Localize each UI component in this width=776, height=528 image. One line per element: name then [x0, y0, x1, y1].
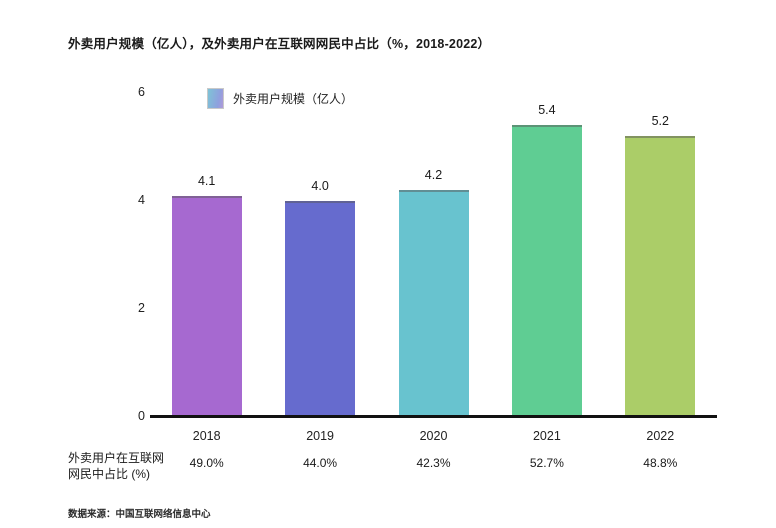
- y-tick-4: 4: [138, 193, 145, 207]
- percent-value-2022: 48.8%: [643, 456, 678, 470]
- bar-value-2018: 4.1: [197, 173, 216, 188]
- percent-row-label-line2: 网民中占比 (%): [68, 467, 150, 481]
- bar-2021: [511, 125, 582, 417]
- bar-value-2019: 4.0: [311, 179, 329, 193]
- bar-value-2021: 5.4: [538, 103, 556, 118]
- percent-value-2018: 49.0%: [189, 456, 224, 470]
- data-source: 数据来源：中国互联网络信息中心: [68, 509, 211, 520]
- y-tick-2: 2: [138, 301, 145, 315]
- percent-value-2019: 44.0%: [303, 456, 338, 470]
- percent-row-label-line1: 外卖用户在互联网: [68, 451, 165, 465]
- percent-value-2021: 52.7%: [529, 456, 564, 470]
- x-label-2021: 2021: [532, 429, 561, 443]
- y-tick-0: 0: [138, 409, 145, 423]
- x-label-2018: 2018: [192, 429, 221, 443]
- bar-2018: [171, 195, 242, 417]
- x-label-2020: 2020: [419, 429, 448, 443]
- y-tick-6: 6: [138, 85, 145, 99]
- bar-value-2020: 4.2: [424, 168, 443, 183]
- bar-2019: [285, 201, 356, 417]
- percent-value-2020: 42.3%: [416, 456, 451, 470]
- legend: 外卖用户规模（亿人）: [207, 88, 353, 109]
- chart-title: 外卖用户规模（亿人），及外卖用户在互联网网民中占比（%，2018-2022）: [68, 37, 491, 51]
- x-label-2019: 2019: [306, 429, 334, 443]
- percent-row-label: 外卖用户在互联网 网民中占比 (%): [68, 450, 164, 482]
- legend-swatch-icon: [207, 88, 224, 109]
- bar-2020: [398, 190, 469, 417]
- legend-label: 外卖用户规模（亿人）: [233, 92, 354, 106]
- bar-value-2022: 5.2: [651, 114, 669, 129]
- bar-2022: [625, 136, 696, 417]
- x-axis-line: [150, 415, 717, 418]
- x-label-2022: 2022: [646, 429, 675, 443]
